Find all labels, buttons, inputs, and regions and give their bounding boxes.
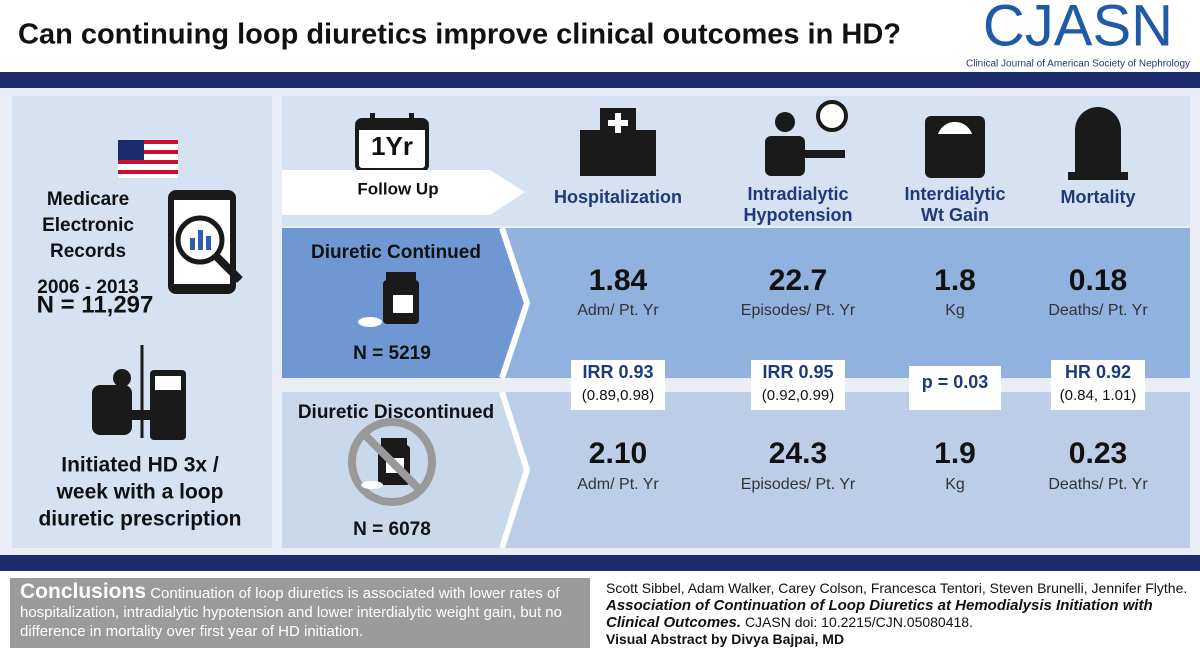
discontinued-unit: Deaths/ Pt. Yr	[1048, 476, 1148, 493]
group-label: Diuretic Discontinued	[298, 402, 494, 423]
discontinued-value: 1.9	[934, 437, 976, 470]
bp-icon	[765, 100, 848, 176]
stat-box	[1051, 360, 1145, 410]
pill-bottle	[358, 272, 419, 327]
continued-unit: Episodes/ Pt. Yr	[741, 302, 856, 319]
discontinued-value: 0.23	[1069, 437, 1127, 470]
logo: CJASN	[983, 0, 1173, 58]
discontinued-unit: Adm/ Pt. Yr	[577, 476, 659, 493]
conclusions: Conclusions Continuation of loop diureti…	[10, 578, 590, 648]
continued-unit: Adm/ Pt. Yr	[577, 302, 659, 319]
population-line: Initiated HD 3x /	[61, 454, 219, 477]
continued-value: 1.84	[589, 264, 648, 297]
continued-value: 1.8	[934, 264, 976, 297]
title: Can continuing loop diuretics improve cl…	[18, 19, 901, 51]
credit: Visual Abstract by Divya Bajpai, MD	[606, 631, 845, 647]
n-total: N = 11,297	[37, 291, 154, 318]
scale-icon	[925, 116, 985, 178]
source-line: Medicare	[47, 189, 129, 210]
outcome-name: Intradialytic	[747, 184, 848, 204]
group-n: N = 6078	[353, 519, 431, 540]
continued-unit: Kg	[945, 302, 965, 319]
stat-ci: (0.89,0.98)	[582, 387, 655, 404]
us-flag	[118, 140, 178, 178]
discontinued-unit: Episodes/ Pt. Yr	[741, 476, 856, 493]
population-line: week with a loop	[56, 481, 224, 504]
doi: CJASN doi: 10.2215/CJN.05080418.	[744, 614, 973, 630]
discontinued-value: 2.10	[589, 437, 647, 470]
tablet-icon	[168, 190, 243, 294]
outcome-name: Hospitalization	[554, 187, 682, 207]
stat-box	[751, 360, 845, 410]
source-line: Records	[50, 241, 126, 262]
bottom-band	[0, 555, 1200, 571]
discontinued-unit: Kg	[945, 476, 965, 493]
outcome-name: Hypotension	[743, 205, 852, 225]
discontinued-value: 24.3	[769, 437, 827, 470]
chevron	[499, 227, 531, 379]
continued-value: 22.7	[769, 264, 827, 297]
source-line: Electronic	[42, 215, 134, 236]
hospital-icon	[580, 108, 656, 176]
conclusions-text: Continuation of loop diuretics is associ…	[20, 585, 562, 640]
stat-value: IRR 0.95	[762, 362, 833, 382]
citation: Scott Sibbel, Adam Walker, Carey Colson,…	[606, 580, 1198, 648]
stat-value: HR 0.92	[1065, 362, 1131, 382]
pill-bottle-crossed	[348, 418, 436, 506]
conclusions-heading: Conclusions	[20, 580, 147, 603]
follow-up-label: Follow Up	[357, 179, 438, 198]
follow-up-arrow	[282, 170, 525, 215]
stat-box	[571, 360, 665, 410]
dialysis-icon	[92, 345, 186, 440]
top-band	[0, 72, 1200, 88]
paper-title: Association of Continuation of Loop Diur…	[606, 597, 1153, 631]
grave-icon	[1068, 107, 1128, 180]
logo-subtitle: Clinical Journal of American Society of …	[966, 59, 1190, 70]
stat-ci: (0.92,0.99)	[762, 387, 835, 404]
outcome-name: Interdialytic	[904, 184, 1005, 204]
group-label: Diuretic Continued	[311, 242, 481, 263]
calendar-label: 1Yr	[371, 131, 413, 161]
source-line: 2006 - 2013	[37, 277, 138, 298]
continued-value: 0.18	[1069, 264, 1127, 297]
stat-value: IRR 0.93	[582, 362, 653, 382]
stat-value: p = 0.03	[922, 372, 989, 392]
stat-box	[909, 366, 1001, 410]
stat-ci: (0.84, 1.01)	[1060, 387, 1137, 404]
chevron	[499, 391, 531, 549]
group-n: N = 5219	[353, 343, 431, 364]
authors: Scott Sibbel, Adam Walker, Carey Colson,…	[606, 580, 1188, 596]
continued-unit: Deaths/ Pt. Yr	[1048, 302, 1148, 319]
population-line: diuretic prescription	[38, 508, 241, 531]
outcome-name: Wt Gain	[921, 205, 989, 225]
outcome-name: Mortality	[1060, 187, 1135, 207]
